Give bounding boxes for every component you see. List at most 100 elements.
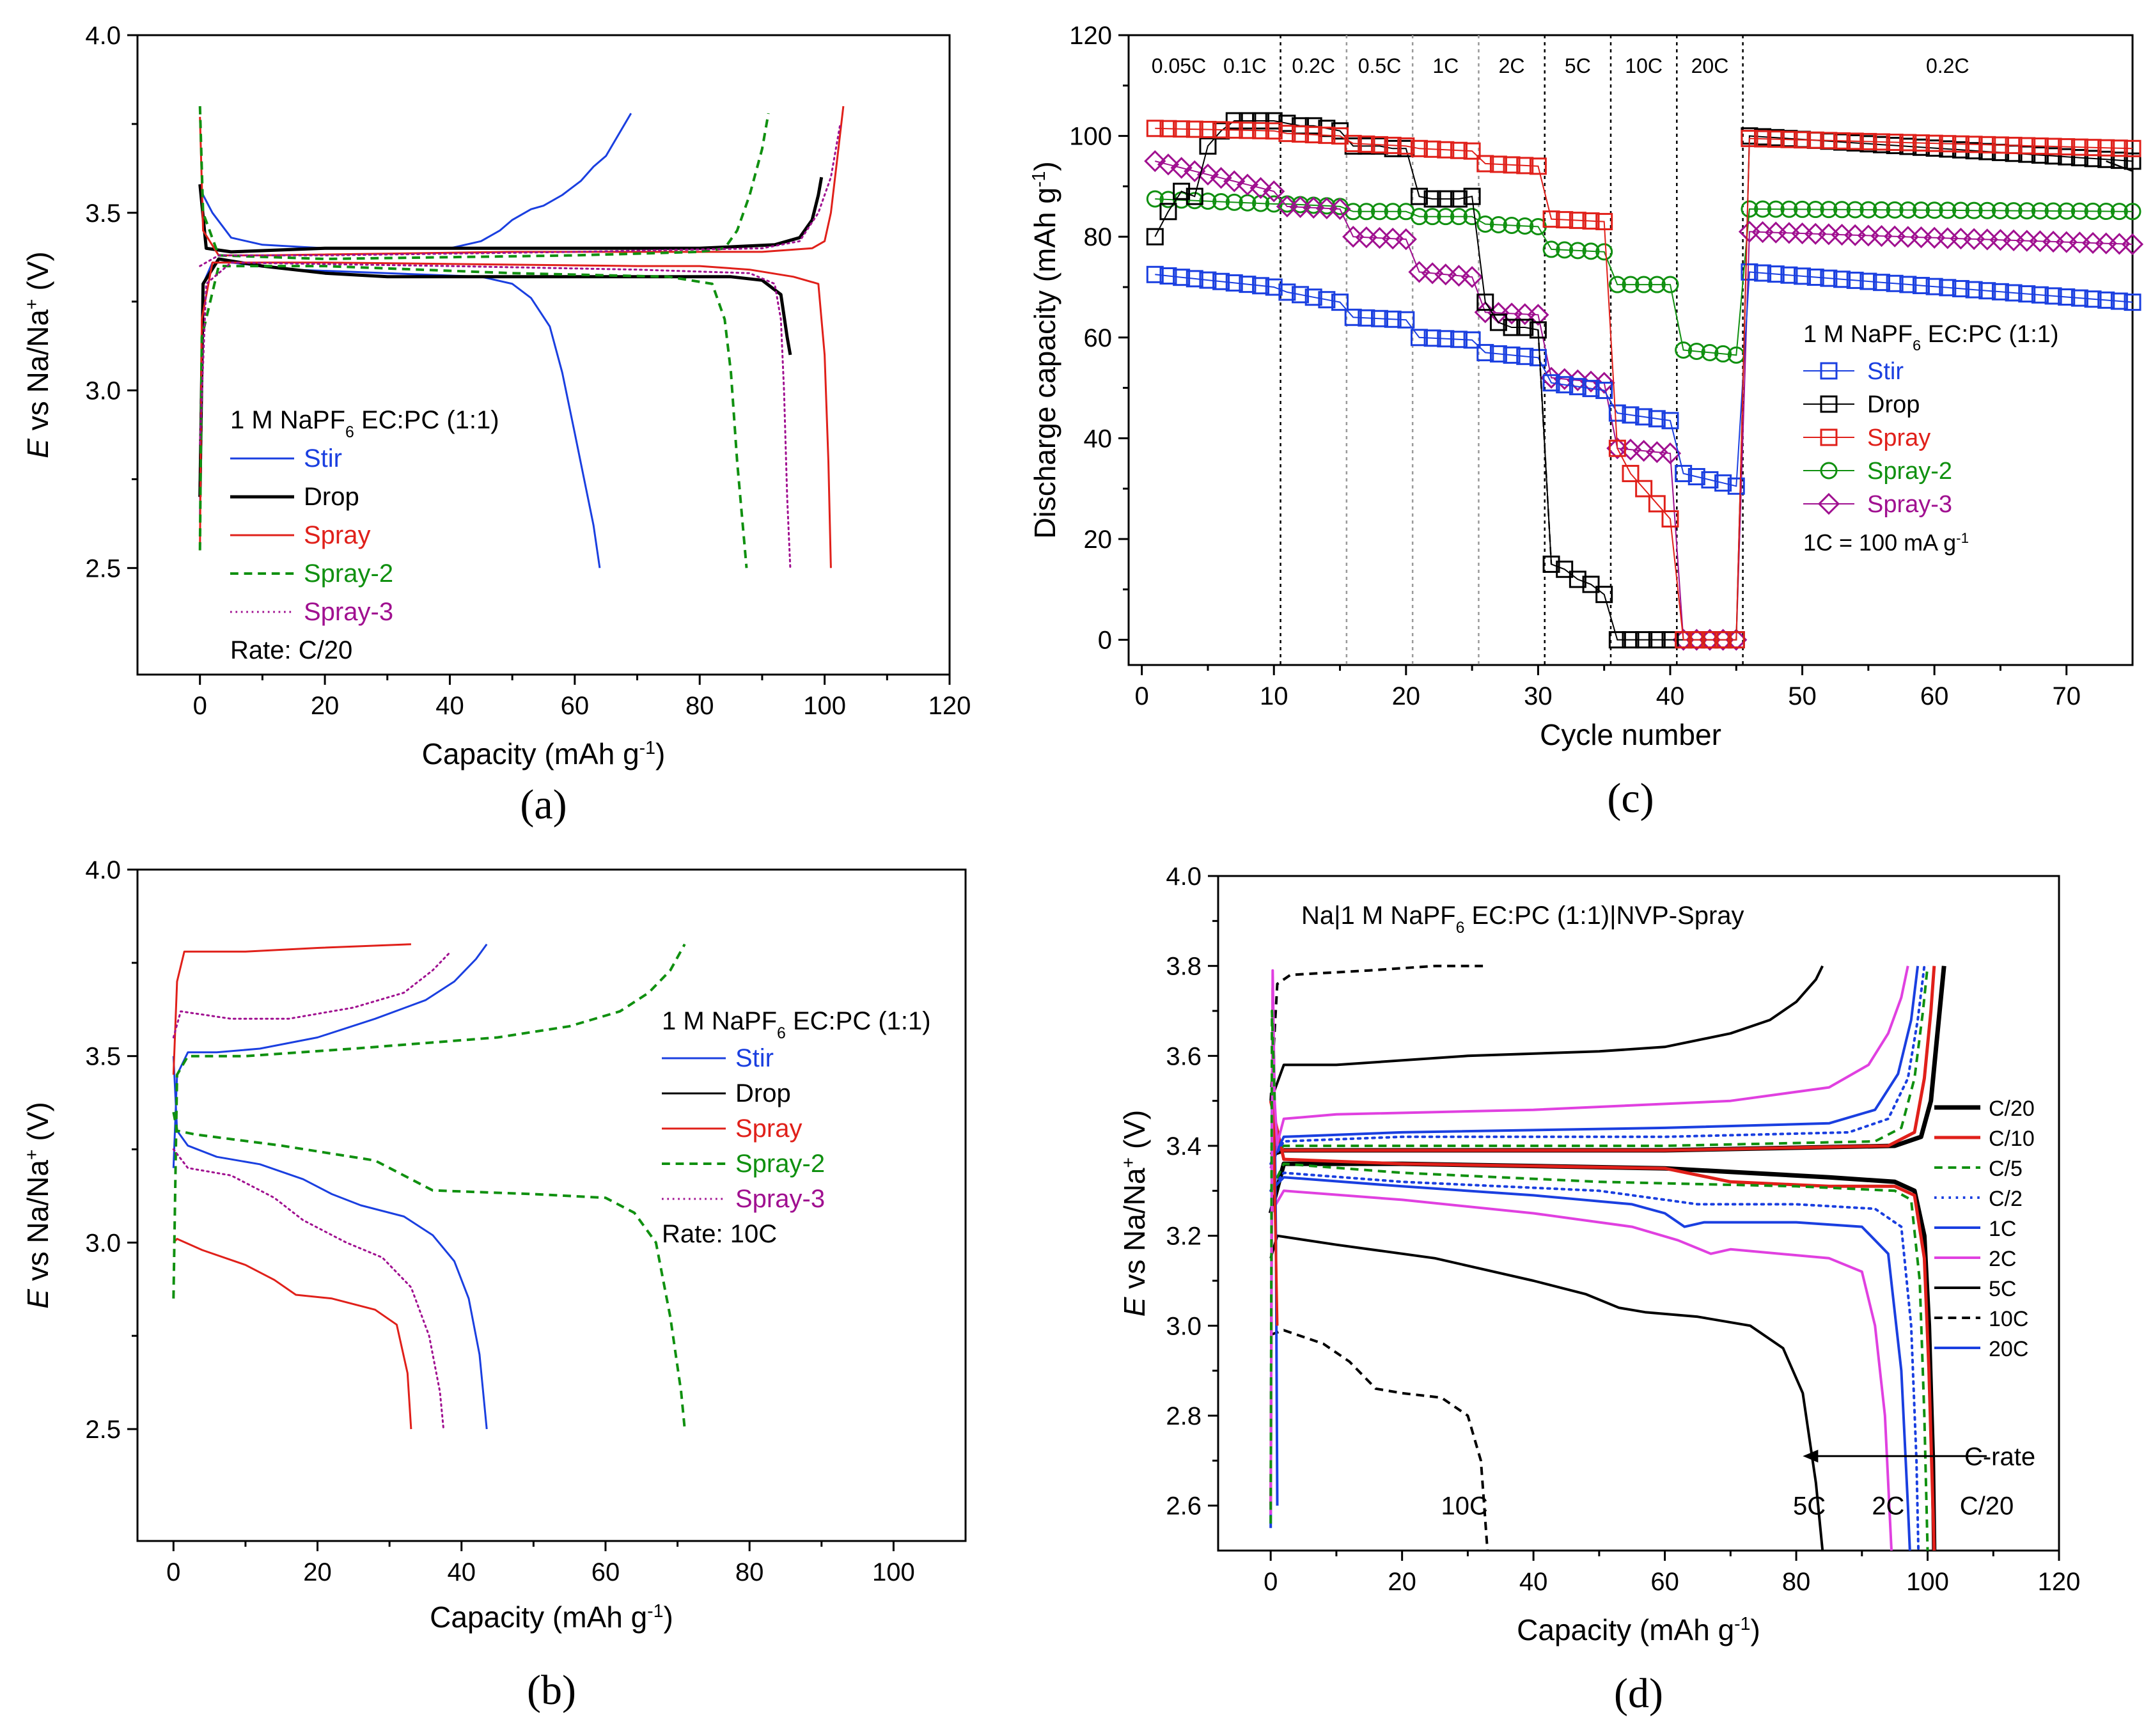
- legend-footer: Rate: C/20: [230, 636, 352, 664]
- data-point-stir: [1410, 329, 1428, 347]
- panel-label: (b): [527, 1667, 576, 1714]
- legend-marker-drop: [1820, 395, 1838, 413]
- series-line-spray-2-charge: [198, 106, 770, 260]
- data-point-stir: [1199, 271, 1217, 289]
- data-point-spray: [1371, 136, 1388, 153]
- x-tick-label: 70: [2052, 682, 2081, 710]
- data-point-spray-3: [1527, 304, 1549, 326]
- data-point-spray: [1661, 510, 1679, 528]
- x-tick-label: 40: [435, 692, 464, 720]
- data-point-drop: [1265, 112, 1283, 130]
- data-point-spray-2: [1344, 203, 1362, 221]
- data-point-spray-3: [1210, 167, 1232, 189]
- x-tick-label: 40: [1519, 1568, 1548, 1596]
- data-point-drop: [1595, 586, 1613, 604]
- data-point-spray-2: [2031, 202, 2049, 220]
- data-point-spray: [1212, 121, 1230, 139]
- data-point-drop: [1476, 293, 1494, 311]
- data-point-spray-2: [2084, 202, 2102, 220]
- data-point-stir: [1939, 279, 1957, 297]
- x-tick-label: 50: [1788, 682, 1817, 710]
- series-line-spray-3-charge: [199, 123, 842, 267]
- legend: 1 M NaPF6 EC:PC (1:1)StirDropSpraySpray-…: [1803, 321, 2059, 556]
- data-point-stir: [1173, 269, 1191, 286]
- data-point-spray: [1159, 120, 1177, 137]
- data-point-spray-2: [1542, 240, 1560, 258]
- legend-label-c-10: C/10: [1989, 1127, 2035, 1151]
- data-point-spray-2: [1503, 216, 1521, 234]
- data-point-spray: [1899, 134, 1917, 152]
- data-point-stir: [1833, 270, 1851, 288]
- data-point-drop: [1199, 137, 1217, 155]
- data-point-stir: [1569, 378, 1586, 396]
- data-point-spray-3: [1434, 263, 1457, 286]
- series-line-spray-2: [1155, 198, 2133, 356]
- data-point-spray-3: [1448, 265, 1470, 287]
- legend-label-spray-2: Spray-2: [735, 1150, 825, 1178]
- data-point-stir: [1780, 266, 1798, 284]
- x-tick-label: 10: [1260, 682, 1288, 710]
- data-point-stir: [1463, 331, 1481, 349]
- series-line-spray-2-discharge: [198, 265, 748, 568]
- legend: C/20 C/10 C/5 C/2 1C 2C 5C 10C 20C: [1934, 1097, 2035, 1361]
- x-tick-label: 0: [193, 692, 207, 720]
- plot-frame: [136, 34, 951, 676]
- data-point-stir: [1331, 293, 1349, 311]
- data-point-spray-2: [2097, 203, 2115, 221]
- data-point-stir: [1239, 276, 1257, 293]
- data-point-stir: [1608, 404, 1626, 422]
- y-tick-label: 0: [1098, 627, 1112, 655]
- data-point-stir: [1714, 474, 1732, 492]
- legend-label-c-20: C/20: [1989, 1097, 2035, 1121]
- x-tick-label: 20: [1392, 682, 1421, 710]
- data-point-spray: [1476, 155, 1494, 173]
- legend-header: 1 M NaPF6 EC:PC (1:1): [230, 406, 499, 441]
- legend-label-spray-2: Spray-2: [1867, 458, 1952, 485]
- data-point-spray: [2031, 137, 2049, 155]
- legend-label-2c: 2C: [1989, 1247, 2016, 1271]
- data-point-spray-2: [1463, 208, 1481, 226]
- legend-footer: 1C = 100 mA g-1: [1803, 529, 1969, 556]
- series-line-spray-discharge: [173, 1238, 412, 1430]
- data-point-drop: [1410, 187, 1428, 205]
- data-point-spray: [1358, 135, 1375, 153]
- y-tick-label: 3.2: [1166, 1223, 1202, 1251]
- data-point-stir: [2018, 285, 2036, 303]
- data-point-spray: [1714, 631, 1732, 649]
- rate-label-20c: 20C: [1691, 54, 1729, 77]
- data-point-drop: [1503, 318, 1521, 336]
- data-point-spray: [1886, 134, 1904, 152]
- legend: 1 M NaPF6 EC:PC (1:1)StirDropSpraySpray-…: [662, 1007, 931, 1248]
- series-line-stir-discharge: [172, 1056, 488, 1430]
- legend-label-c-2: C/2: [1989, 1187, 2023, 1211]
- plot-frame: [1127, 34, 2134, 666]
- data-point-stir: [1159, 267, 1177, 285]
- data-point-spray: [1239, 121, 1257, 139]
- data-point-spray: [1833, 132, 1851, 150]
- series-line-spray-3-charge: [172, 950, 452, 1038]
- legend-label-stir: Stir: [735, 1044, 774, 1072]
- data-point-stir: [1304, 288, 1322, 306]
- data-point-stir: [1595, 382, 1613, 400]
- plot-frame: [1217, 875, 2060, 1552]
- data-point-spray-2: [2071, 202, 2088, 220]
- data-point-spray-2: [1952, 201, 1969, 219]
- data-point-spray: [2124, 139, 2141, 157]
- y-tick-label: 2.5: [85, 554, 121, 583]
- data-point-spray-2: [1199, 192, 1217, 210]
- legend-label-spray: Spray: [735, 1114, 802, 1143]
- data-point-spray-2: [1767, 200, 1785, 218]
- data-point-stir: [1635, 408, 1653, 426]
- y-tick-label: 3.0: [85, 1229, 121, 1257]
- data-point-drop: [1225, 112, 1243, 130]
- plot-frame: [136, 868, 967, 1542]
- data-point-spray-2: [1384, 203, 1402, 221]
- data-point-spray-2: [1846, 201, 1864, 219]
- legend-label-20c: 20C: [1989, 1337, 2028, 1361]
- data-point-spray: [1304, 126, 1322, 144]
- data-point-spray-2: [1595, 243, 1613, 261]
- data-point-drop: [1186, 187, 1203, 205]
- series-line-2c-discharge: [1269, 1189, 1893, 1551]
- data-point-spray-2: [1450, 208, 1468, 226]
